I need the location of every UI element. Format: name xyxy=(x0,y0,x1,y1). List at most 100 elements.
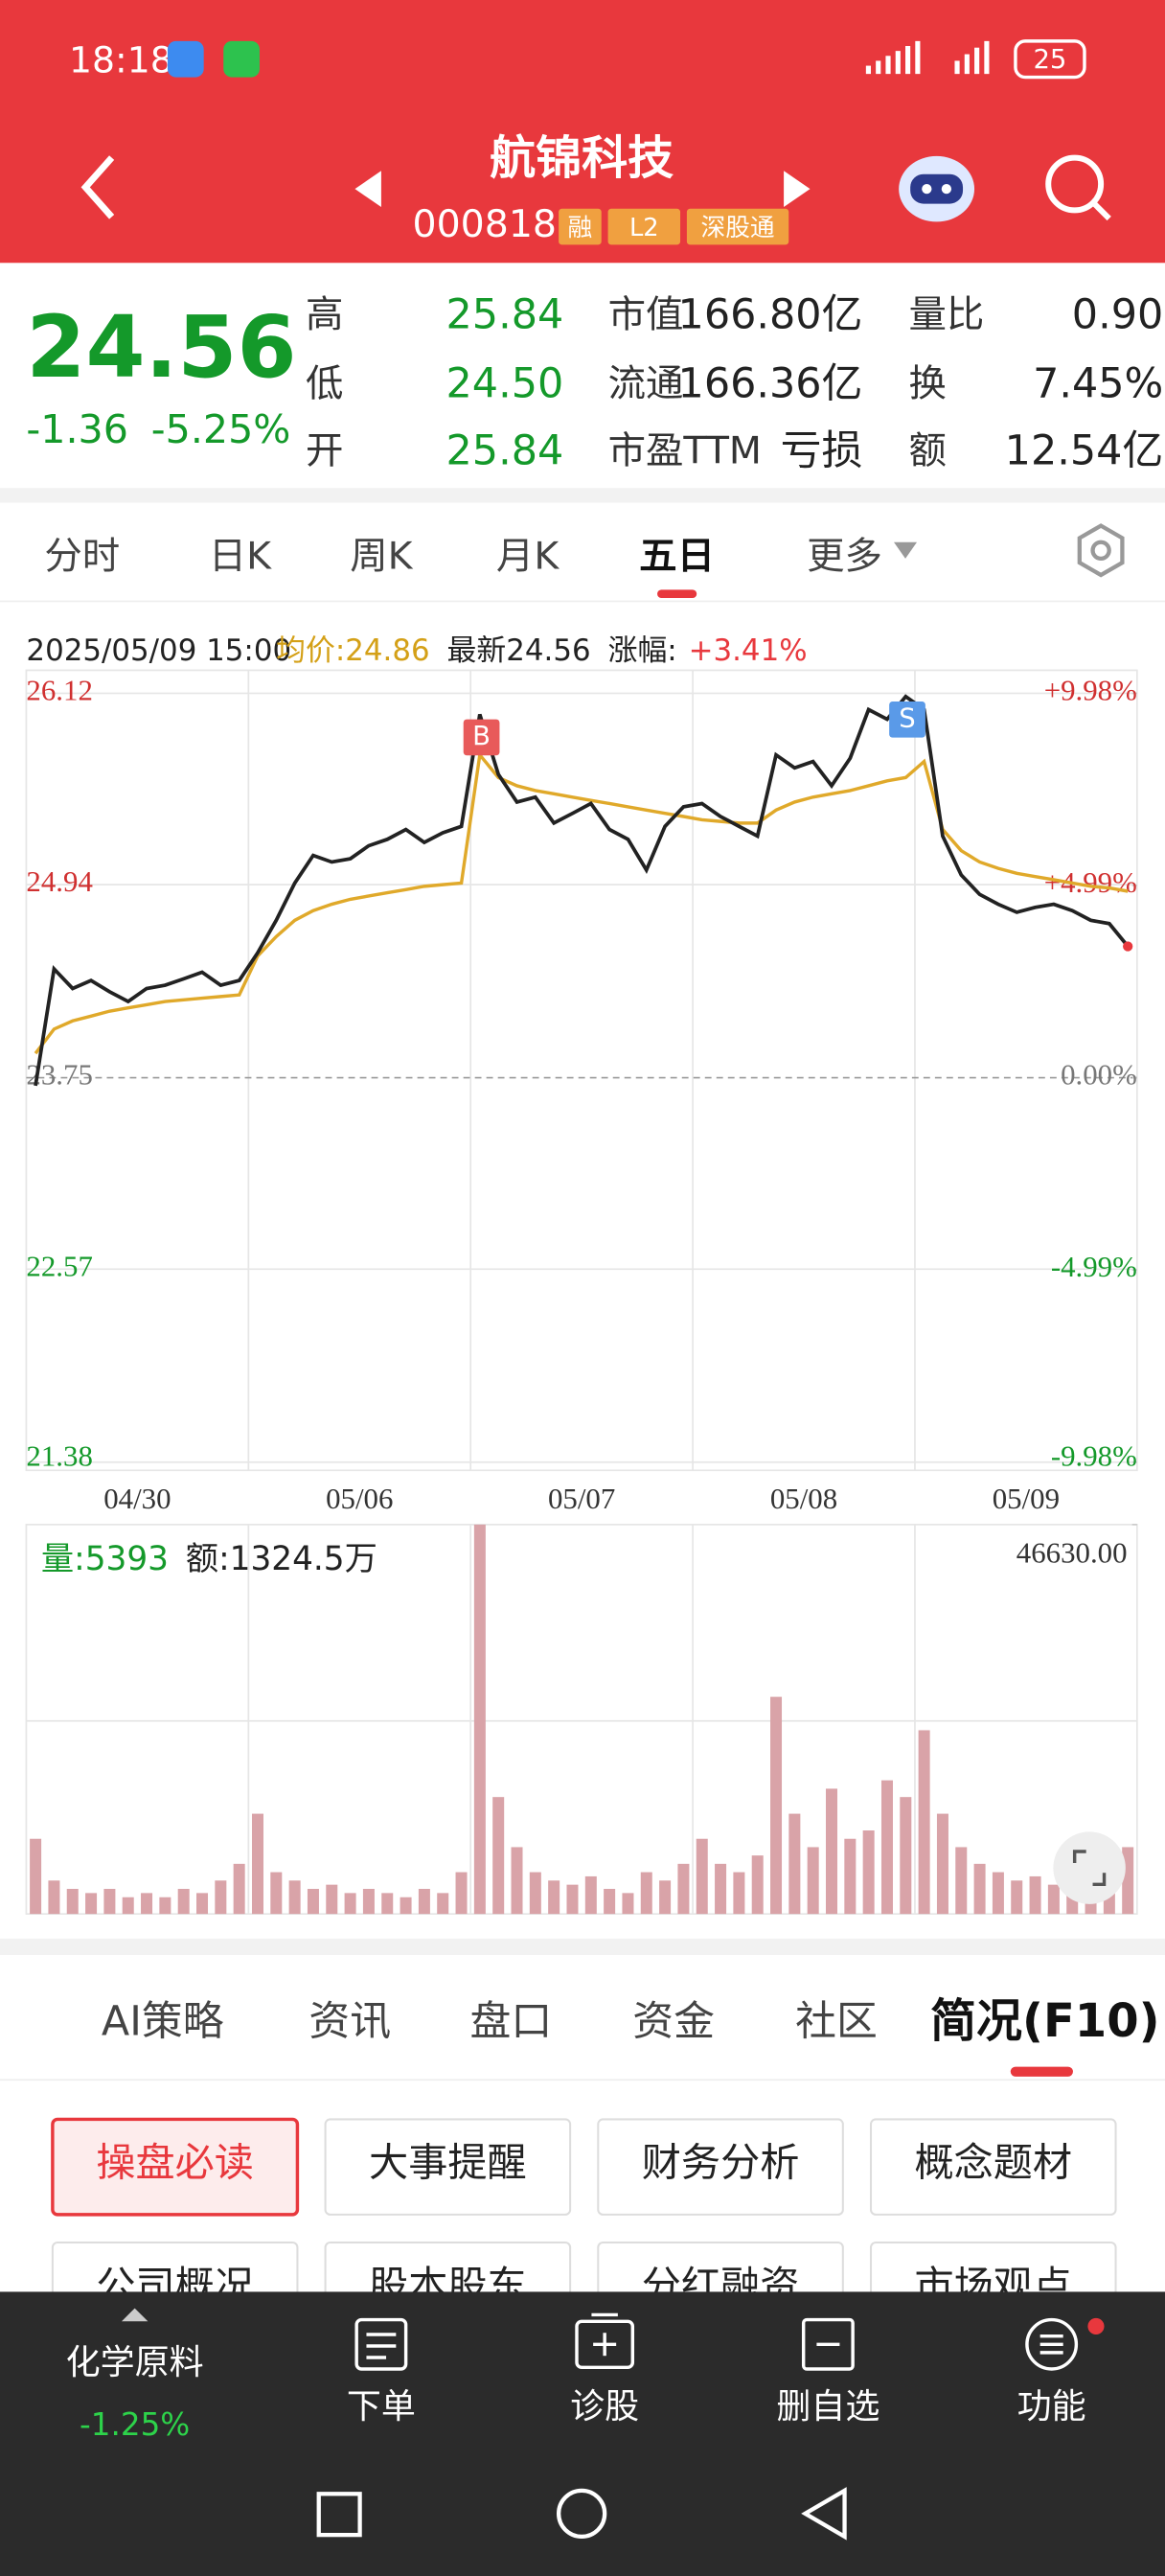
chart-tab[interactable]: 日K xyxy=(209,534,272,578)
x-tick-label: 05/07 xyxy=(548,1483,615,1515)
info-tab[interactable]: 盘口 xyxy=(470,1998,553,2046)
stat-label: 市盈TTM xyxy=(608,429,762,473)
badge: L2 xyxy=(629,214,659,242)
next-stock[interactable] xyxy=(784,171,811,207)
chart-tab[interactable]: 分时 xyxy=(44,534,120,578)
stat-value: 0.90 xyxy=(1072,290,1163,338)
bottom-bar xyxy=(0,2291,1165,2576)
button-bg xyxy=(869,2118,1117,2216)
search-icon[interactable] xyxy=(1045,154,1111,221)
button[interactable]: 大事提醒 xyxy=(369,2139,527,2185)
info-tab[interactable]: 社区 xyxy=(795,1998,878,2046)
bottom-item[interactable]: 诊股 xyxy=(570,2387,639,2426)
chart-datetime: 2025/05/09 15:00 xyxy=(26,633,291,668)
volume-bar xyxy=(344,1893,356,1915)
robot-icon[interactable] xyxy=(899,155,975,222)
stat-label: 量比 xyxy=(908,292,984,336)
info-tabs: AI策略 资讯 盘口 资金 社区 简况(F10) xyxy=(102,1994,1160,2048)
volume-bar xyxy=(48,1880,60,1915)
button[interactable]: 财务分析 xyxy=(642,2139,800,2185)
volume-bar xyxy=(807,1847,819,1915)
volume-bar xyxy=(122,1897,134,1915)
button-bg xyxy=(324,2118,572,2216)
chart-tabs: 分时 日K 周K 月K 五日 更多 xyxy=(44,534,918,578)
button-bg xyxy=(51,2117,300,2217)
settings-icon-dot xyxy=(1090,540,1111,561)
price-line xyxy=(34,694,1130,1087)
bottom-item[interactable]: 功能 xyxy=(1017,2387,1086,2426)
volume-bar xyxy=(955,1847,968,1915)
volume-bar xyxy=(733,1872,745,1915)
battery-level: 25 xyxy=(1033,45,1066,75)
y-tick-label: 26.12 xyxy=(26,675,92,707)
stat-label: 低 xyxy=(306,361,343,405)
back-button[interactable] xyxy=(80,155,115,219)
volume-bar xyxy=(455,1872,468,1915)
time: 18:18 xyxy=(69,39,173,81)
bottom-item[interactable]: 下单 xyxy=(347,2387,416,2426)
volume-bar xyxy=(622,1893,634,1915)
change-pct: -5.25% xyxy=(151,406,291,452)
nav-back[interactable] xyxy=(801,2487,847,2541)
info-tab[interactable]: 资金 xyxy=(632,1998,715,2046)
expand-button[interactable] xyxy=(1053,1831,1126,1904)
info-tab[interactable]: AI策略 xyxy=(102,1998,224,2046)
volume-bar xyxy=(1047,1884,1060,1915)
button[interactable]: 操盘必读 xyxy=(96,2139,254,2185)
chart-tab[interactable]: 五日 xyxy=(639,534,715,578)
button[interactable]: 概念题材 xyxy=(914,2139,1072,2185)
volume-bar xyxy=(326,1884,338,1915)
volume-bar xyxy=(159,1897,171,1915)
volume-bar xyxy=(973,1863,986,1915)
x-tick-label: 04/30 xyxy=(103,1483,171,1515)
nav-home[interactable] xyxy=(556,2488,607,2539)
stat-value: 亏损 xyxy=(781,427,863,475)
settings-icon[interactable] xyxy=(1077,523,1125,578)
volume-bar xyxy=(85,1893,98,1915)
trade-marker: B xyxy=(472,722,491,751)
volume-bar xyxy=(30,1838,42,1915)
trade-marker-bg xyxy=(463,719,500,756)
badge-bg xyxy=(559,208,602,245)
volume-bar xyxy=(418,1889,430,1915)
alarm-icon xyxy=(167,40,204,78)
stat-value: 24.50 xyxy=(446,359,564,407)
bottom-item[interactable]: 删自选 xyxy=(776,2387,879,2426)
chart-tab[interactable]: 更多 xyxy=(807,534,882,578)
sector-name[interactable]: 化学原料 xyxy=(66,2343,204,2382)
badge: 融 xyxy=(568,214,593,242)
stat-value: 12.54亿 xyxy=(1005,427,1164,475)
divider xyxy=(0,488,1165,503)
volume-bar xyxy=(659,1880,672,1915)
volume-bar xyxy=(584,1875,597,1915)
volume-label: 量:5393 xyxy=(41,1540,169,1578)
last-point xyxy=(1123,941,1133,952)
volume-bar xyxy=(215,1880,227,1915)
y2-tick-label: 0.00% xyxy=(1061,1059,1137,1092)
volume-bar xyxy=(362,1889,375,1915)
info-tab[interactable]: 简况(F10) xyxy=(930,1994,1160,2048)
stock-code: 000818 xyxy=(412,202,557,246)
volume-bar xyxy=(437,1893,449,1915)
prev-stock[interactable] xyxy=(354,171,381,207)
info-tab[interactable]: 资讯 xyxy=(308,1998,391,2046)
chart-tab[interactable]: 月K xyxy=(496,534,560,578)
nav-recent[interactable] xyxy=(316,2492,362,2538)
y2-tick-label: +9.98% xyxy=(1044,675,1137,707)
volume-bar xyxy=(696,1838,708,1915)
volume-bar xyxy=(715,1863,727,1915)
trade-marker: S xyxy=(899,703,915,733)
volume-bar xyxy=(751,1855,764,1915)
price: 24.56 xyxy=(26,298,296,398)
signal-icon xyxy=(865,40,990,75)
badges: 融 L2 深股通 xyxy=(559,208,789,245)
chart-tab[interactable]: 周K xyxy=(350,534,413,578)
volume-chart: 46630.00 xyxy=(26,1524,1137,1915)
y2-tick-label: +4.99% xyxy=(1044,866,1137,899)
volume-bar xyxy=(492,1797,505,1915)
stat-label: 流通 xyxy=(608,361,684,405)
volume-bar xyxy=(233,1863,245,1915)
y-tick-label: 46630.00 xyxy=(1017,1537,1128,1570)
price-chart-frame xyxy=(25,669,1138,1472)
trade-marker-bg xyxy=(889,701,925,738)
